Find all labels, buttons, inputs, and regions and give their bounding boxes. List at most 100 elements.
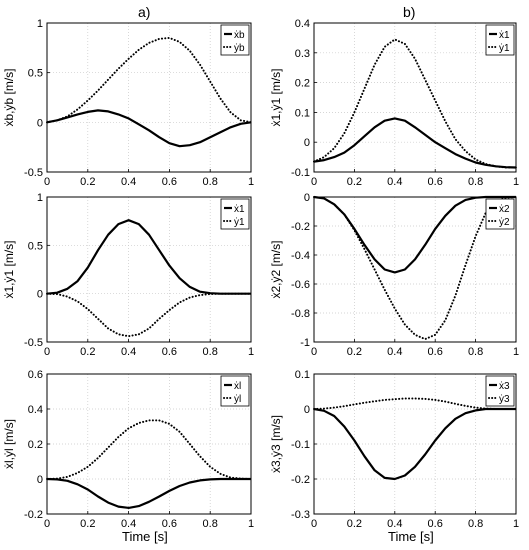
x-tick-label: 0.2: [80, 518, 95, 530]
legend-label: ẏ1: [234, 217, 245, 228]
y-axis-label: ẋ1,ẏ1 [m/s]: [269, 68, 283, 126]
legend: ẋl ẏl: [220, 375, 250, 407]
series-line-y: [313, 397, 517, 410]
y-axis-label: ẋb,ẏb [m/s]: [2, 68, 16, 126]
y-tick-label: 1: [37, 192, 43, 204]
x-tick-label: 1: [248, 176, 254, 188]
series-line-y: [46, 292, 252, 338]
y-tick-label: -0.1: [291, 439, 310, 451]
plot-frame: [46, 22, 252, 173]
column-label-a: a): [138, 4, 151, 20]
y-tick-label: 0.6: [28, 369, 43, 381]
y-axis-label: ẋ2,ẏ2 [m/s]: [269, 240, 283, 298]
chart-panel-b-1: 0 0.2 0.4 0.6 0.8 1-0.100.10.20.30.4ẋ1,ẏ1 [m/…: [269, 18, 519, 188]
x-tick-label: 0.6: [162, 176, 177, 188]
y-tick-label: 0.4: [295, 18, 310, 30]
x-tick-label: 0.6: [428, 518, 443, 530]
x-tick-label: 0: [311, 518, 317, 530]
series-line-x: [46, 219, 251, 295]
x-tick-label: 0.4: [121, 518, 136, 530]
plot-frame: [46, 196, 252, 343]
x-axis-label-right: Time [s]: [388, 529, 434, 544]
legend-label: ẏ2: [499, 217, 510, 228]
y-tick-label: -0.5: [24, 167, 43, 179]
x-tick-label: 0: [44, 346, 50, 358]
y-tick-label: -0.8: [291, 308, 310, 320]
x-tick-label: 0.6: [428, 346, 443, 358]
x-tick-label: 0.2: [80, 346, 95, 358]
legend-label: ẋl: [234, 381, 241, 392]
legend-box: [220, 198, 250, 230]
y-tick-label: -0.5: [24, 337, 43, 349]
legend-box: [485, 198, 515, 230]
x-tick-label: 0.6: [162, 346, 177, 358]
y-tick-label: -0.3: [291, 509, 310, 521]
series-line-x: [46, 109, 252, 148]
y-tick-label: 0: [304, 137, 310, 149]
x-tick-label: 0.4: [121, 176, 136, 188]
legend-label: ẏb: [234, 43, 245, 54]
x-tick-label: 0.4: [121, 346, 136, 358]
x-tick-label: 0.4: [387, 518, 402, 530]
x-tick-label: 0.8: [203, 518, 218, 530]
y-tick-label: 1: [37, 18, 43, 30]
x-tick-label: 0: [311, 176, 317, 188]
y-tick-label: 0.5: [28, 68, 43, 80]
plot-frame: [313, 22, 517, 173]
y-tick-label: -0.1: [291, 167, 310, 179]
y-tick-label: 0: [37, 289, 43, 301]
legend-box: [220, 375, 250, 407]
legend-label: ẋ2: [499, 204, 510, 215]
x-tick-label: 1: [513, 176, 519, 188]
x-tick-label: 0.8: [468, 518, 483, 530]
x-axis-label-left: Time [s]: [122, 529, 168, 544]
legend-label: ẏ3: [499, 394, 510, 405]
x-tick-label: 0: [311, 346, 317, 358]
legend-box: [485, 24, 515, 56]
series-line-y: [313, 196, 517, 341]
legend-box: [220, 24, 250, 56]
legend-label: ẋb: [234, 30, 245, 41]
y-axis-label: ẋ1,ẏ1 [m/s]: [2, 240, 16, 298]
x-tick-label: 0.6: [162, 518, 177, 530]
legend-label: ẋ1: [499, 30, 510, 41]
x-tick-label: 1: [513, 346, 519, 358]
x-tick-label: 0.4: [387, 346, 402, 358]
y-tick-label: 0.1: [295, 369, 310, 381]
y-tick-label: -0.2: [24, 509, 43, 521]
x-tick-label: 0.2: [347, 518, 362, 530]
y-tick-label: 0.1: [295, 107, 310, 119]
x-tick-label: 0.8: [203, 176, 218, 188]
legend-label: ẋ3: [499, 381, 510, 392]
y-tick-label: -1: [300, 337, 310, 349]
y-tick-label: -0.2: [291, 221, 310, 233]
plot-frame: [313, 196, 517, 343]
x-tick-label: 1: [248, 346, 254, 358]
x-tick-label: 0.4: [387, 176, 402, 188]
series-line-y: [46, 36, 252, 124]
y-tick-label: -0.2: [291, 474, 310, 486]
x-tick-label: 1: [513, 518, 519, 530]
y-tick-label: -0.6: [291, 279, 310, 291]
series-line-x: [313, 407, 516, 481]
legend: ẋb ẏb: [220, 24, 250, 56]
column-label-b: b): [403, 4, 416, 20]
chart-panel-a-3: 0 0.2 0.4 0.6 0.8 1-0.200.20.40.6ẋl,ẏl [m/s]ẋ…: [2, 369, 254, 530]
legend-box: [485, 375, 515, 407]
x-tick-label: 0.8: [203, 346, 218, 358]
series-line-x: [46, 477, 251, 509]
x-tick-label: 0.6: [428, 176, 443, 188]
x-tick-label: 0.8: [468, 346, 483, 358]
series-line-x: [313, 117, 517, 169]
y-tick-label: 0.2: [28, 439, 43, 451]
y-tick-label: 0.4: [28, 404, 43, 416]
legend-label: ẏ1: [499, 43, 510, 54]
x-tick-label: 0.2: [80, 176, 95, 188]
